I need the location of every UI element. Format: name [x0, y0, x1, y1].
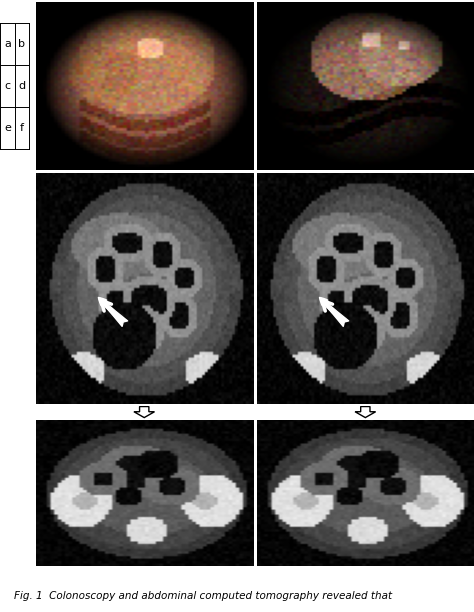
- Text: f: f: [20, 122, 24, 133]
- Text: b: b: [18, 39, 25, 49]
- Text: d: d: [18, 81, 26, 91]
- Text: c: c: [5, 81, 10, 91]
- Text: a: a: [4, 39, 11, 49]
- Text: Fig. 1  Colonoscopy and abdominal computed tomography revealed that: Fig. 1 Colonoscopy and abdominal compute…: [14, 591, 392, 602]
- Text: e: e: [4, 122, 11, 133]
- Polygon shape: [134, 406, 155, 417]
- Polygon shape: [355, 406, 375, 417]
